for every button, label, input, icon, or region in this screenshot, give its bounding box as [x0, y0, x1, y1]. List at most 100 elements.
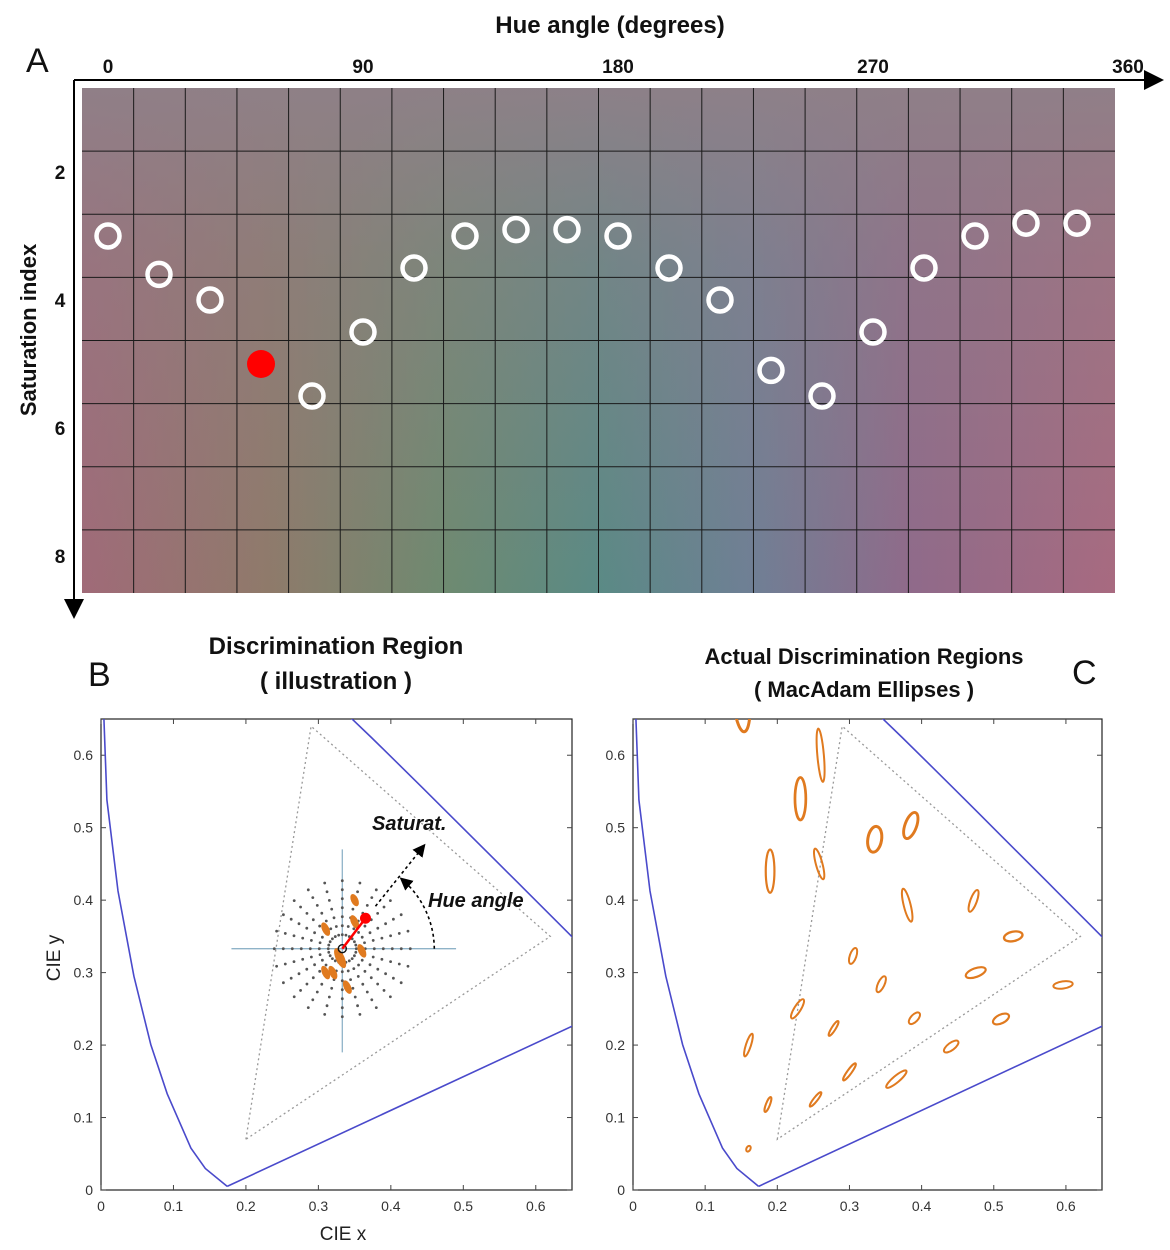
- macadam-ellipse: [1052, 980, 1074, 990]
- sample-dot: [360, 958, 364, 962]
- sample-dot: [333, 935, 337, 938]
- sample-dot: [350, 957, 354, 961]
- y-tick-label: 0: [85, 1182, 93, 1198]
- sample-dot: [399, 981, 403, 985]
- sample-dot: [330, 957, 334, 961]
- sample-dot: [384, 922, 387, 926]
- x-tick-label: 0.1: [164, 1198, 184, 1214]
- discrimination-ellipse: [328, 965, 338, 980]
- sample-dot: [353, 954, 356, 958]
- sample-dot: [340, 1006, 344, 1010]
- sample-dot: [328, 954, 332, 958]
- sample-dot: [351, 986, 355, 990]
- sample-point: [859, 318, 887, 346]
- sample-dot: [292, 960, 296, 964]
- macadam-ellipse: [789, 998, 806, 1020]
- sample-dot: [376, 911, 380, 915]
- white-point-marker: [337, 944, 347, 954]
- sample-dot: [282, 981, 285, 985]
- macadam-ellipse: [743, 1032, 754, 1058]
- macadam-ellipse: [815, 727, 826, 783]
- sample-dot: [292, 899, 296, 903]
- sample-dot: [374, 888, 378, 892]
- sample-dot: [305, 926, 309, 930]
- sample-dot: [337, 933, 341, 937]
- sample-dot: [382, 989, 386, 992]
- sample-dot: [347, 959, 351, 963]
- sample-dot: [349, 978, 352, 982]
- discrimination-ellipse: [357, 944, 367, 958]
- plot-frame: [632, 718, 1103, 1191]
- y-tick-label: 2: [55, 163, 66, 184]
- y-tick-label: 0.2: [606, 1037, 626, 1053]
- discrimination-ellipse: [321, 922, 331, 936]
- sample-dot: [315, 990, 319, 994]
- panel-b-plot: 00 0.1 0.1 0.2 0.2 0.3 0.3 0.4 0.4 0.5 0.5 0.6 0.6: [74, 718, 573, 1214]
- sample-dot: [370, 896, 374, 900]
- sample-dot: [356, 890, 359, 894]
- sample-dot: [370, 998, 374, 1002]
- y-tick-label: 0.2: [74, 1037, 94, 1053]
- sample-dot: [323, 881, 327, 885]
- spectral-locus-curve: [103, 719, 572, 1188]
- sample-point: [808, 382, 836, 410]
- sample-dot: [330, 986, 334, 990]
- y-axis-label: Saturation index: [16, 243, 41, 416]
- saturation-arrow: [374, 843, 426, 907]
- sample-dot: [397, 932, 401, 935]
- sample-dot: [275, 964, 279, 968]
- sample-dot: [308, 947, 312, 951]
- sample-dot: [325, 1004, 329, 1008]
- sample-dot: [315, 904, 319, 907]
- sample-dot: [390, 947, 394, 951]
- sample-dot: [368, 931, 372, 935]
- hue-angle-arc: [399, 877, 436, 949]
- macadam-ellipse: [763, 1096, 773, 1113]
- sample-dot: [328, 940, 332, 944]
- sample-dot: [384, 972, 387, 976]
- sample-point: [298, 382, 326, 410]
- sample-dot: [290, 947, 294, 951]
- sample-dot: [371, 939, 375, 942]
- sample-point: [94, 222, 122, 250]
- macadam-ellipse: [885, 1069, 908, 1089]
- sample-point: [706, 286, 734, 314]
- sample-dot: [354, 950, 358, 954]
- x-tick-label: 0.6: [526, 1198, 546, 1214]
- sample-dot: [323, 1012, 327, 1016]
- sample-dot: [330, 907, 334, 911]
- sample-dot: [320, 958, 324, 962]
- sample-dot: [376, 982, 380, 986]
- sample-dot: [292, 995, 296, 999]
- sample-dot: [317, 947, 321, 951]
- panel-b-title: Discrimination Region: [209, 633, 464, 660]
- x-tick-label: 180: [602, 57, 634, 78]
- sample-dot: [406, 964, 410, 968]
- sample-point: [451, 222, 479, 250]
- sample-dot: [318, 953, 322, 957]
- panel-b-subtitle: ( illustration ): [260, 668, 412, 695]
- x-tick-label: 0.6: [1056, 1198, 1076, 1214]
- macadam-ellipse: [847, 947, 859, 965]
- x-axis-label: CIE x: [320, 1224, 367, 1245]
- sample-dot: [311, 896, 315, 900]
- sample-dot: [330, 937, 334, 941]
- sample-dot: [352, 967, 356, 971]
- sample-dot: [299, 905, 302, 909]
- sample-dot: [389, 934, 392, 938]
- sample-dot: [371, 955, 375, 959]
- sample-dot: [332, 916, 336, 920]
- x-tick-label: 360: [1112, 57, 1144, 78]
- sample-point: [553, 215, 581, 244]
- sample-dot: [301, 957, 305, 961]
- sample-dot: [406, 929, 410, 933]
- sample-dot: [376, 926, 380, 930]
- sample-dot: [357, 963, 360, 967]
- chart-title: Hue angle (degrees): [495, 12, 724, 39]
- sample-dot: [344, 933, 348, 937]
- sample-dot: [399, 913, 403, 917]
- sample-dot: [391, 917, 395, 921]
- y-tick-label: 0.6: [606, 747, 626, 763]
- sample-dot: [388, 899, 392, 903]
- macadam-ellipse: [902, 811, 920, 841]
